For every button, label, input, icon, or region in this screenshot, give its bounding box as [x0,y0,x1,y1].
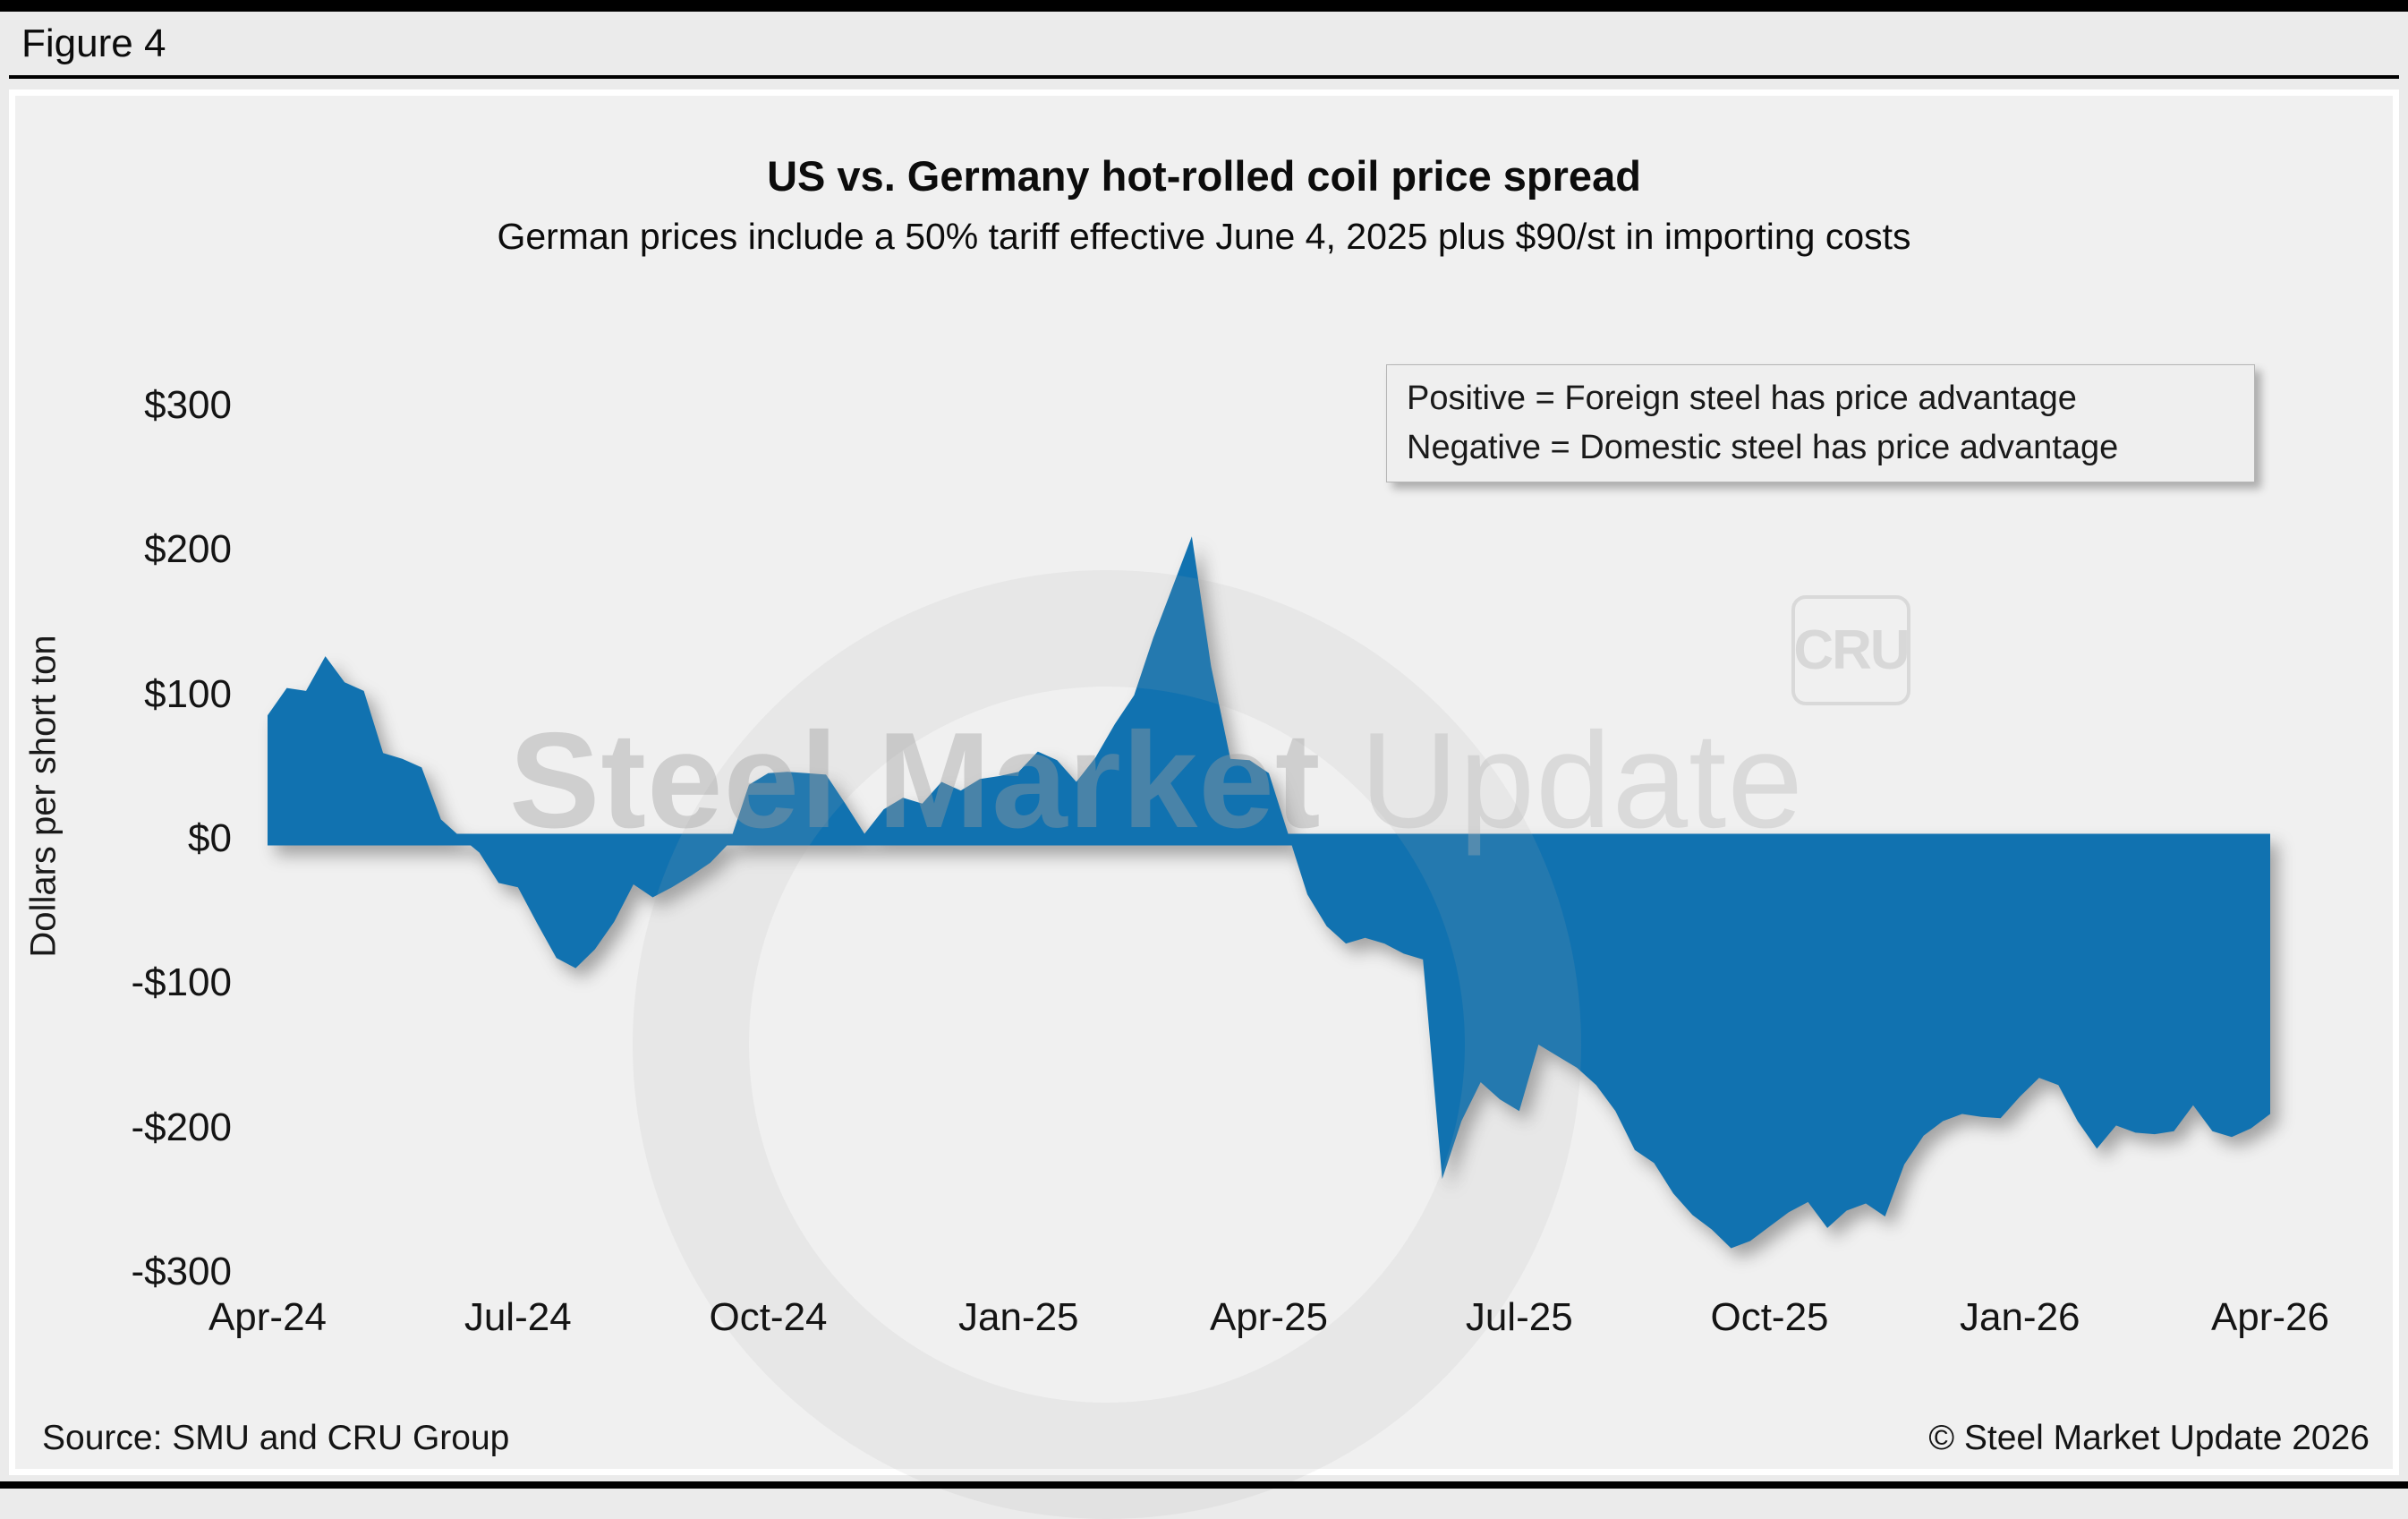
figure-label: Figure 4 [21,21,166,65]
x-tick-label: Oct-25 [1710,1295,1829,1339]
header-divider [9,75,2399,79]
x-tick-label: Apr-25 [1209,1295,1329,1339]
y-tick-label: $100 [144,671,232,716]
x-tick-label: Apr-26 [2210,1295,2330,1339]
chart-title: US vs. Germany hot-rolled coil price spr… [767,152,1641,200]
legend-annotation-box: Positive = Foreign steel has price advan… [1386,364,2255,482]
y-tick-label: $200 [144,527,232,572]
x-tick-label: Jan-25 [957,1295,1079,1339]
y-tick-label: -$100 [131,960,232,1005]
x-tick-label: Oct-24 [709,1295,828,1339]
y-tick-label: -$300 [131,1249,232,1293]
legend-line-positive: Positive = Foreign steel has price advan… [1407,380,2077,417]
spread-area-series [268,536,2270,1249]
x-tick-label: Jul-25 [1465,1295,1573,1339]
y-tick-label: $300 [144,383,232,428]
y-tick-label: $0 [188,816,232,860]
y-tick-label: -$200 [131,1105,232,1149]
source-note: Source: SMU and CRU Group [42,1419,510,1457]
bottom-black-bar [0,1481,2408,1489]
price-spread-area-chart [268,536,2270,1249]
y-axis-title: Dollars per short ton [23,635,64,958]
chart-subtitle: German prices include a 50% tariff effec… [497,216,1911,257]
x-tick-label: Jul-24 [464,1295,572,1339]
legend-line-negative: Negative = Domestic steel has price adva… [1407,429,2119,466]
x-tick-label: Apr-24 [208,1295,328,1339]
x-tick-label: Jan-26 [1959,1295,2080,1339]
chart-panel: US vs. Germany hot-rolled coil price spr… [9,90,2399,1519]
top-black-bar [0,0,2408,12]
copyright-note: © Steel Market Update 2026 [1928,1419,2370,1457]
